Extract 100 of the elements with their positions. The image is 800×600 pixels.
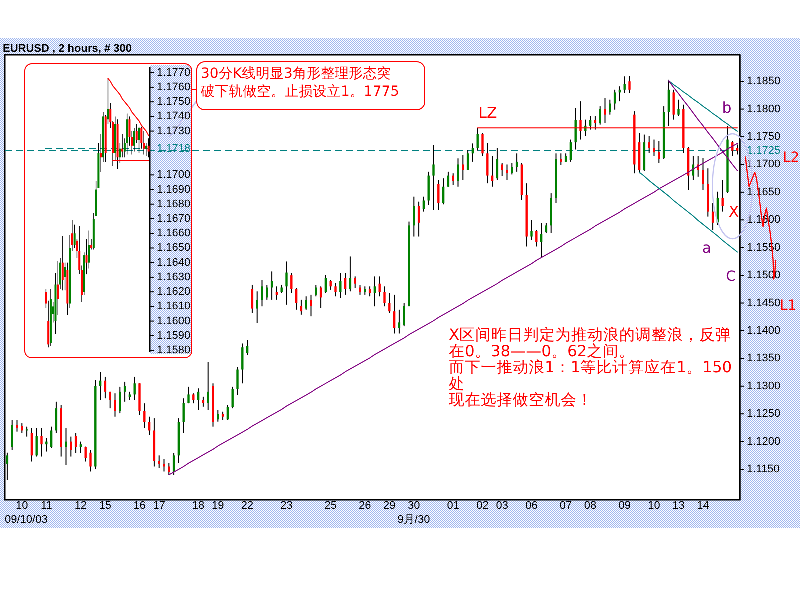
y-tick-label: 1.1400 [747, 324, 781, 337]
candlestick [290, 272, 293, 294]
candlestick [545, 222, 548, 234]
candlestick [188, 386, 190, 404]
candlestick [516, 153, 518, 172]
y-tick-label: 1.1760 [157, 81, 191, 94]
text: 09/10/03 [5, 514, 48, 526]
candlestick [536, 230, 538, 248]
candlestick [482, 132, 484, 157]
annotation: X [728, 203, 740, 221]
chart-title: EURUSD , 2 hours, # 300 [3, 43, 132, 55]
candlestick [144, 403, 146, 430]
candlestick [330, 279, 332, 290]
candlestick [202, 396, 205, 408]
y-tick-label: 1.1700 [157, 169, 191, 182]
candlestick [486, 142, 489, 184]
candlestick [452, 173, 454, 186]
candlestick [305, 296, 308, 310]
candlestick [609, 99, 612, 116]
candlestick [570, 139, 572, 162]
candlestick [126, 113, 128, 156]
y-tick-label: 1.1610 [157, 300, 191, 313]
candlestick [232, 386, 234, 410]
x-tick-label: 15 [99, 500, 112, 512]
candlestick [349, 256, 352, 292]
x-tick-label: 06 [526, 500, 538, 512]
candlestick [276, 286, 278, 300]
candlestick [442, 178, 445, 206]
annotation: X区间昨日判定为推动浪的调整浪，反弹在0。38——0。62之间。而下一推动浪1：1等比计算应在1。150处现在选择做空机会！ [449, 326, 732, 410]
candlestick [672, 89, 675, 120]
candlestick [530, 220, 533, 241]
x-tick-label: 11 [40, 500, 52, 512]
candlestick [648, 136, 650, 154]
y-tick-label: 1.1630 [157, 271, 191, 284]
candlestick [476, 128, 479, 152]
ref-line-label: 1.1725 [747, 144, 781, 157]
candlestick [62, 236, 64, 291]
candlestick [138, 126, 140, 154]
candlestick [86, 239, 88, 275]
annotation: a [702, 239, 712, 257]
candlestick [628, 76, 631, 94]
candlestick [624, 76, 626, 94]
y-tick-label: 1.1690 [157, 184, 191, 196]
candlestick [334, 282, 337, 298]
candlestick [388, 292, 391, 314]
y-tick-label: 1.1850 [747, 76, 781, 88]
candlestick [491, 156, 494, 188]
y-tick-label: 1.1580 [157, 344, 191, 357]
candlestick [192, 393, 195, 404]
y-tick-label: 1.1350 [747, 352, 781, 365]
x-tick-label: 08 [584, 500, 597, 512]
candlestick [55, 401, 58, 434]
x-tick-label: 09 [618, 500, 631, 512]
y-tick-label: 1.1450 [747, 297, 781, 310]
candlestick [368, 286, 372, 298]
x-tick-label: 29 [384, 500, 396, 512]
ref-line-label: 1.1718 [157, 142, 191, 155]
x-tick-label: 12 [74, 500, 88, 512]
annotation: LZ [478, 104, 498, 122]
candlestick [119, 386, 122, 414]
x-tick-label: 10 [16, 500, 28, 512]
candlestick [286, 261, 288, 306]
candlestick [90, 450, 92, 472]
candlestick [57, 261, 60, 316]
candlestick [432, 144, 435, 211]
y-tick-label: 1.1620 [157, 286, 191, 298]
x-tick-label: 10 [648, 500, 660, 512]
candlestick [74, 433, 78, 454]
candlestick [511, 162, 514, 176]
x-tick-label: 22 [241, 500, 254, 512]
y-tick-label: 1.1750 [747, 131, 781, 144]
candlestick [712, 203, 714, 231]
y-tick-label: 1.1650 [157, 242, 191, 254]
candlestick [46, 438, 48, 452]
x-tick-label: 14 [697, 500, 710, 512]
candlestick [653, 139, 656, 157]
candlestick [702, 158, 704, 191]
candlestick [403, 302, 406, 328]
candlestick [11, 420, 14, 451]
candlestick [251, 284, 254, 314]
candlestick [589, 116, 592, 130]
text: L2 [783, 150, 800, 166]
candlestick [501, 162, 504, 177]
candlestick [604, 98, 606, 124]
x-tick-label: 18 [192, 500, 205, 512]
x-tick-label: 13 [672, 500, 685, 512]
candlestick [266, 284, 268, 300]
y-tick-label: 1.1300 [747, 380, 781, 392]
candlestick [359, 284, 362, 296]
candlestick [466, 150, 470, 171]
candlestick [16, 420, 18, 432]
candlestick [496, 148, 499, 181]
candlestick [114, 393, 116, 418]
candlestick [540, 222, 543, 259]
candlestick [354, 276, 356, 289]
candlestick [560, 153, 562, 166]
y-tick-label: 1.1800 [747, 103, 781, 116]
candlestick [668, 79, 670, 127]
candlestick [295, 288, 298, 310]
candlestick [40, 428, 43, 458]
